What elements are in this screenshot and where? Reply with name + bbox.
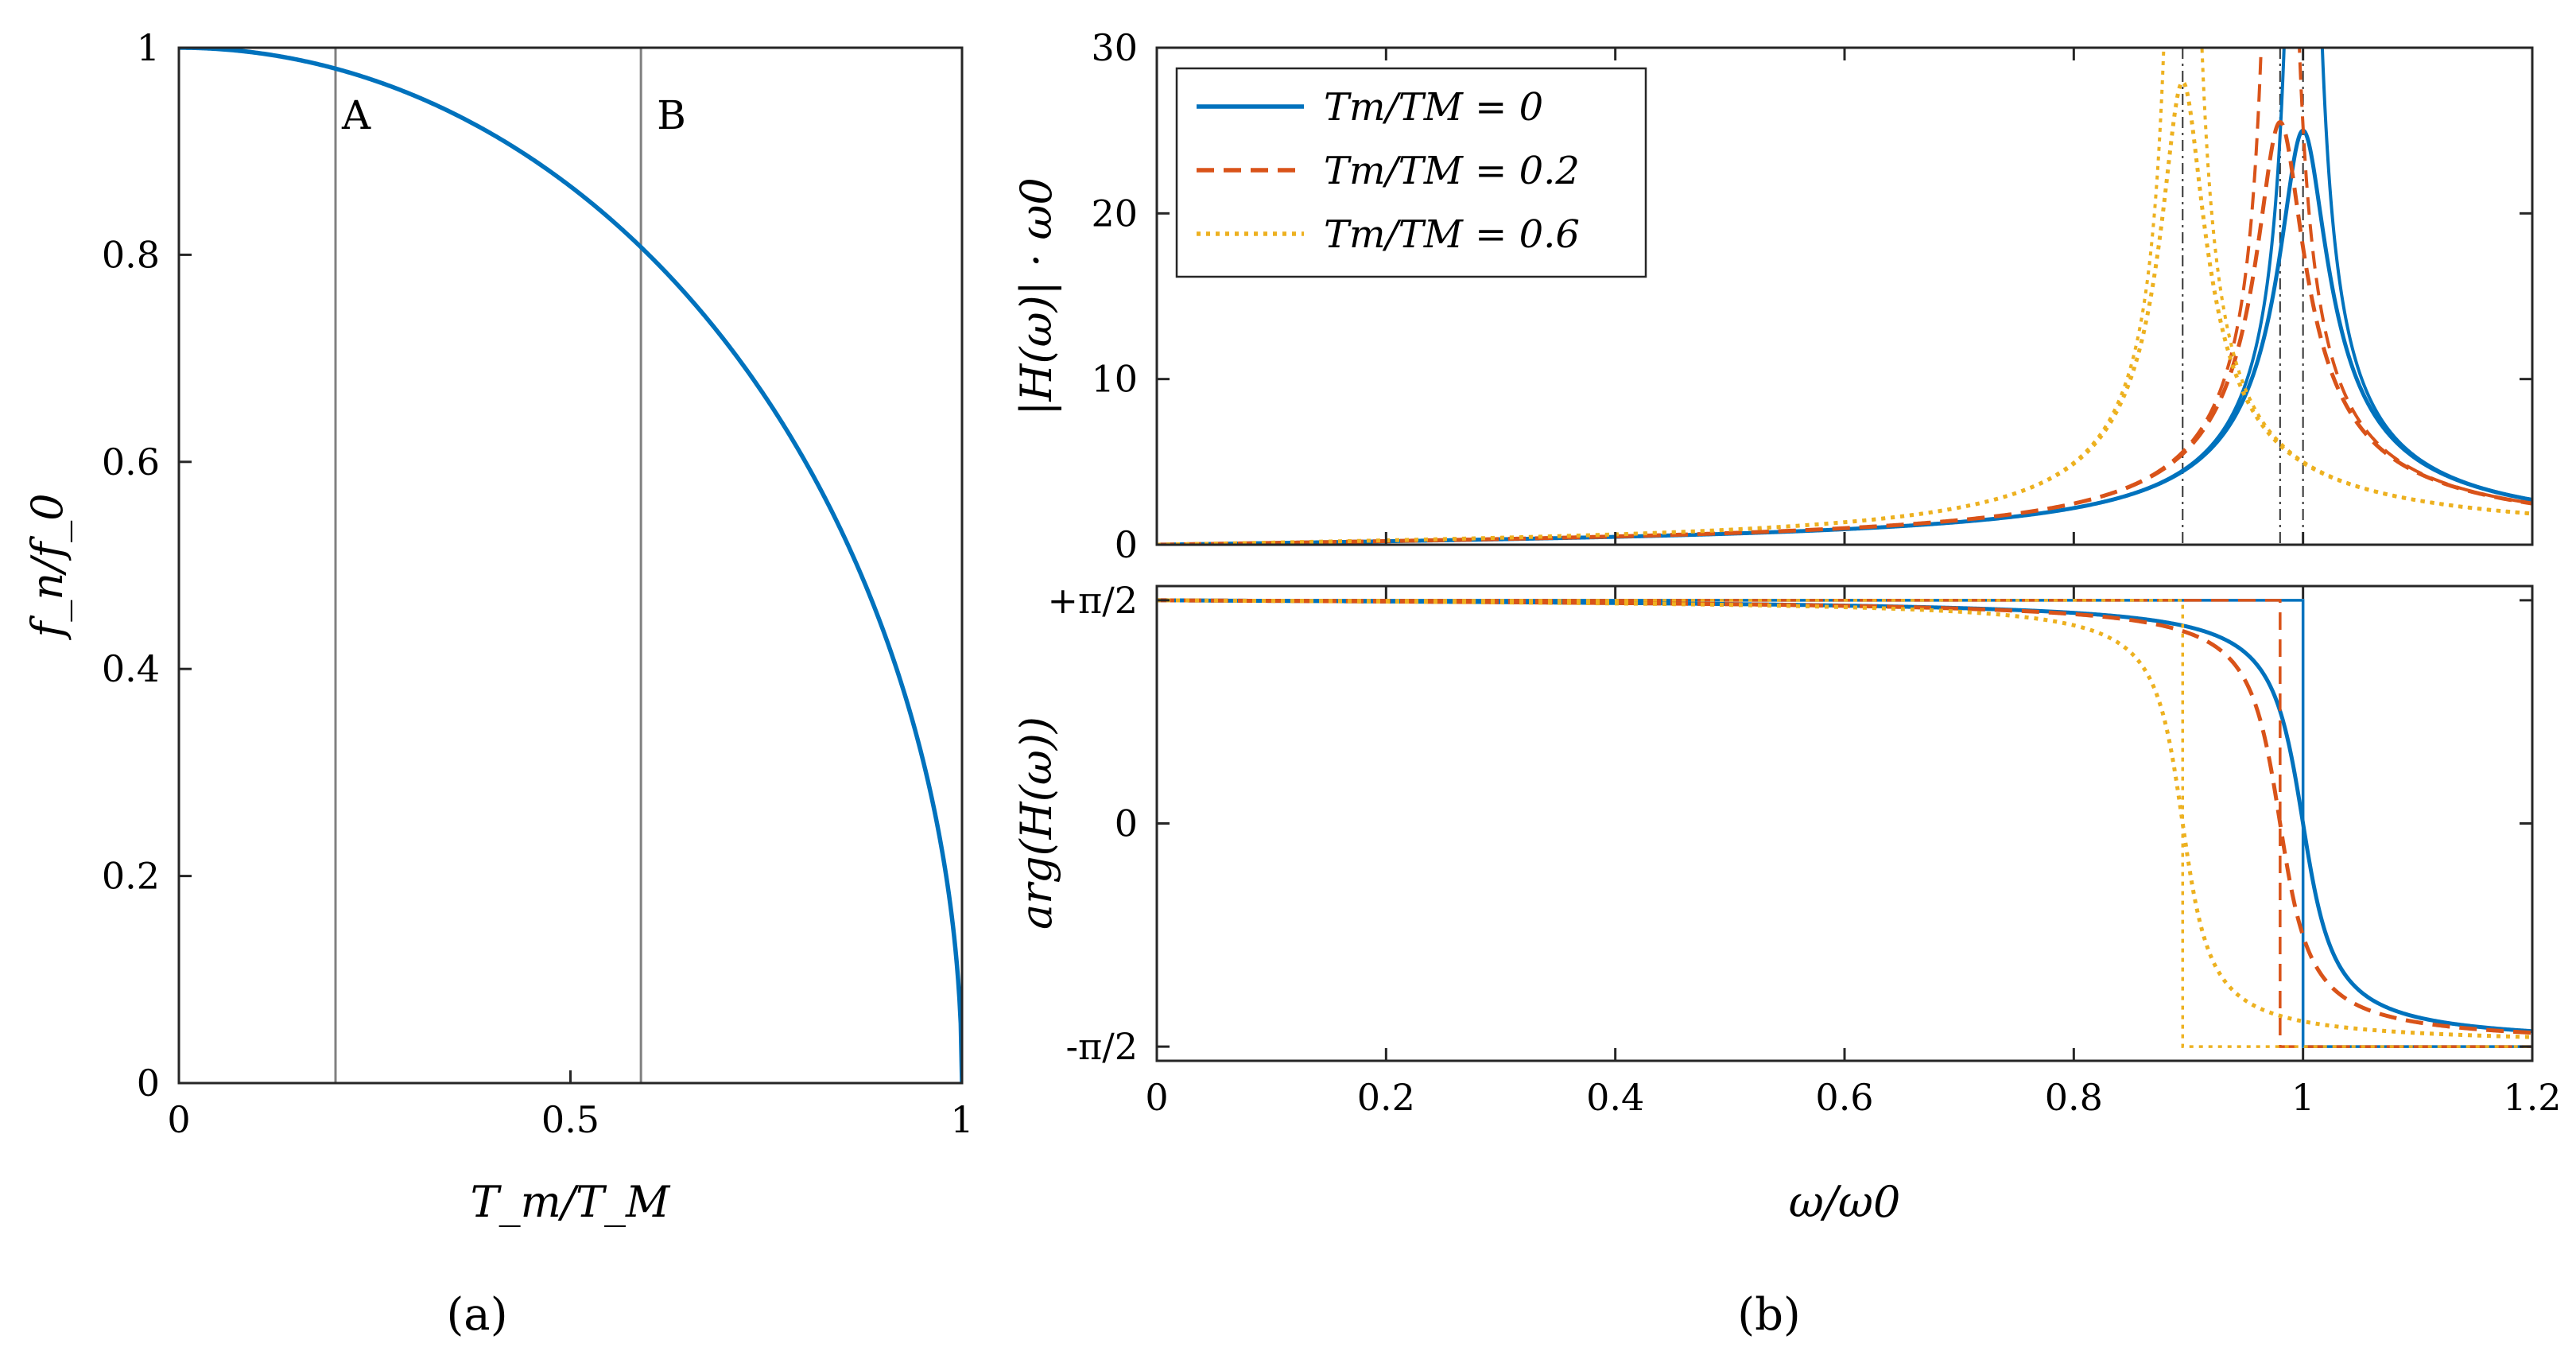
panel-a-frame — [177, 46, 964, 1085]
marker-label-b: B — [657, 92, 686, 138]
a-xtick-label: 0.5 — [541, 1098, 599, 1141]
a-ytick-label: 0.8 — [102, 233, 160, 276]
panel-b-phase-chart: 0 0.2 0.4 0.6 0.8 1 1.2-π/20+π/2 ω/ω0 arg(H(ω)… — [1011, 579, 2562, 1341]
b1-ytick-label: 10 — [1091, 358, 1138, 401]
panel-b-phase-y-axis-label: arg(H(ω)) — [1011, 716, 1061, 930]
subfigure-label-b: (b) — [1737, 1289, 1801, 1341]
b1-ytick-label: 20 — [1091, 192, 1138, 235]
a-xtick-label: 1 — [950, 1098, 973, 1141]
panel-b-phase-ticks: 0 0.2 0.4 0.6 0.8 1 1.2-π/20+π/2 — [1047, 579, 2561, 1119]
panel-a-y-axis-label: f_n/f_0 — [22, 493, 72, 640]
b2-xtick-label: 0 — [1145, 1076, 1168, 1119]
phase-series-1 — [1157, 598, 2532, 1035]
phase-series-0 — [1157, 598, 2532, 1034]
a-ytick-label: 0.2 — [102, 855, 160, 898]
b2-xtick-label: 1 — [2291, 1076, 2314, 1119]
b2-ytick-label: 0 — [1115, 802, 1138, 845]
panel-a-ticks: 0 0.5 1 0 0.2 0.4 0.6 0.8 1 — [102, 26, 974, 1141]
legend-label-1: Tm/TM = 0.2 — [1324, 149, 1580, 193]
a-ytick-label: 0.4 — [102, 647, 160, 690]
panel-a-series-layer — [179, 48, 962, 1083]
b2-ytick-label: -π/2 — [1065, 1025, 1138, 1068]
legend: Tm/TM = 0 Tm/TM = 0.2 Tm/TM = 0.6 — [1175, 67, 1647, 278]
legend-items: Tm/TM = 0 Tm/TM = 0.2 Tm/TM = 0.6 — [1197, 85, 1580, 257]
legend-box — [1175, 67, 1647, 278]
b1-ytick-label: 30 — [1091, 26, 1138, 69]
series-fn-f0 — [179, 48, 962, 1083]
panel-a-chart: 0 0.5 100.20.40.60.81 A B T_m/T_M f_n/f_0 … — [22, 26, 974, 1341]
resonance-marker-lines — [2182, 48, 2304, 545]
subfigure-label-a: (a) — [446, 1289, 507, 1341]
b1-ytick-label: 0 — [1115, 523, 1138, 566]
b2-xtick-label: 0.6 — [1815, 1076, 1873, 1119]
b2-xtick-label: 0.4 — [1586, 1076, 1644, 1119]
a-xtick-label: 0 — [167, 1098, 190, 1141]
panel-b-phase-series-layer — [1157, 598, 2532, 1048]
panel-b-magnitude-ticks: 0 10 20 30 — [1091, 26, 2534, 566]
phase-series-2 — [1157, 598, 2532, 1039]
b2-xtick-label: 0.2 — [1357, 1076, 1415, 1119]
legend-label-0: Tm/TM = 0 — [1324, 85, 1543, 130]
panel-b-magnitude-y-axis-label: |H(ω)| · ω0 — [1011, 177, 1061, 416]
b2-xtick-label: 1.2 — [2503, 1076, 2561, 1119]
panel-b-phase-frame — [1155, 584, 2534, 1062]
a-ytick-label: 0 — [137, 1062, 160, 1105]
b2-xtick-label: 0.8 — [2045, 1076, 2103, 1119]
panel-b-x-axis-label: ω/ω0 — [1789, 1177, 1901, 1227]
marker-label-a: A — [341, 92, 371, 138]
b2-ytick-label: +π/2 — [1047, 579, 1138, 622]
a-ytick-label: 0.6 — [102, 441, 160, 483]
a-ytick-label: 1 — [137, 26, 160, 69]
panel-b-magnitude-chart: 0 10 20 30 |H(ω)| · ω0 Tm/TM = 0 Tm/TM = 0.2… — [1011, 26, 2534, 566]
legend-label-2: Tm/TM = 0.6 — [1324, 212, 1580, 257]
panel-a-x-axis-label: T_m/T_M — [471, 1177, 671, 1227]
panel-a-vertical-markers — [334, 48, 642, 1083]
